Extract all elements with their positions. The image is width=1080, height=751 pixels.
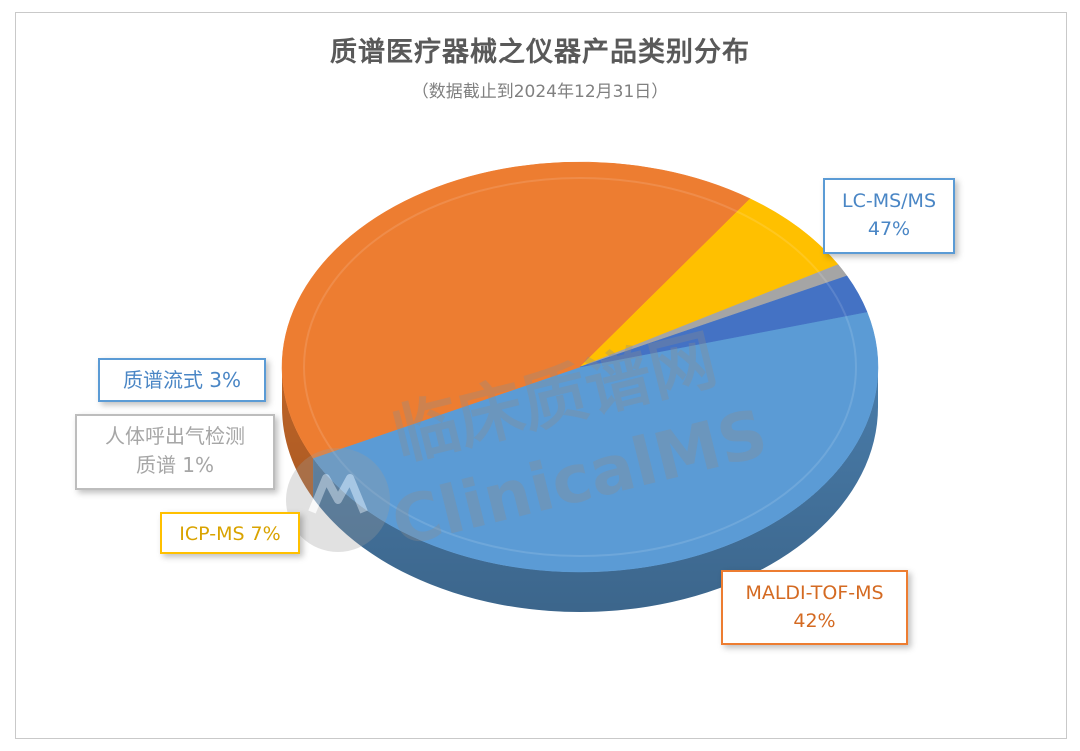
pie-slice-- — [579, 275, 868, 368]
label-lcms: LC-MS/MS 47% — [823, 178, 955, 254]
pie-bevel-ring — [303, 177, 857, 557]
pie-slice-lc-ms-ms — [312, 311, 879, 573]
label-flow-text: 质谱流式 3% — [122, 368, 242, 392]
label-icp-text: ICP-MS 7% — [179, 523, 281, 545]
label-maldi-name: MALDI-TOF-MS — [745, 582, 884, 604]
watermark-logo-mark — [308, 474, 368, 514]
label-lcms-name: LC-MS/MS — [841, 190, 937, 212]
label-flow: 质谱流式 3% — [98, 358, 266, 402]
label-lcms-pct: 47% — [867, 217, 911, 240]
chart-title: 质谱医疗器械之仪器产品类别分布 — [330, 37, 750, 68]
pie-side-shading — [282, 367, 878, 612]
pie-slices — [281, 161, 879, 573]
label-breath: 人体呼出气检测 质谱 1% — [75, 414, 275, 490]
chart-subtitle: （数据截止到2024年12月31日） — [411, 82, 669, 102]
label-icp: ICP-MS 7% — [160, 512, 300, 554]
label-breath-line2: 质谱 1% — [135, 453, 215, 477]
label-maldi-pct: 42% — [793, 609, 836, 632]
watermark-logo — [286, 448, 390, 552]
label-maldi: MALDI-TOF-MS 42% — [721, 570, 908, 645]
label-breath-line1: 人体呼出气检测 — [105, 424, 245, 448]
pie-slice-maldi-tof-ms — [281, 161, 751, 459]
pie-slice-icp-ms — [579, 198, 839, 368]
